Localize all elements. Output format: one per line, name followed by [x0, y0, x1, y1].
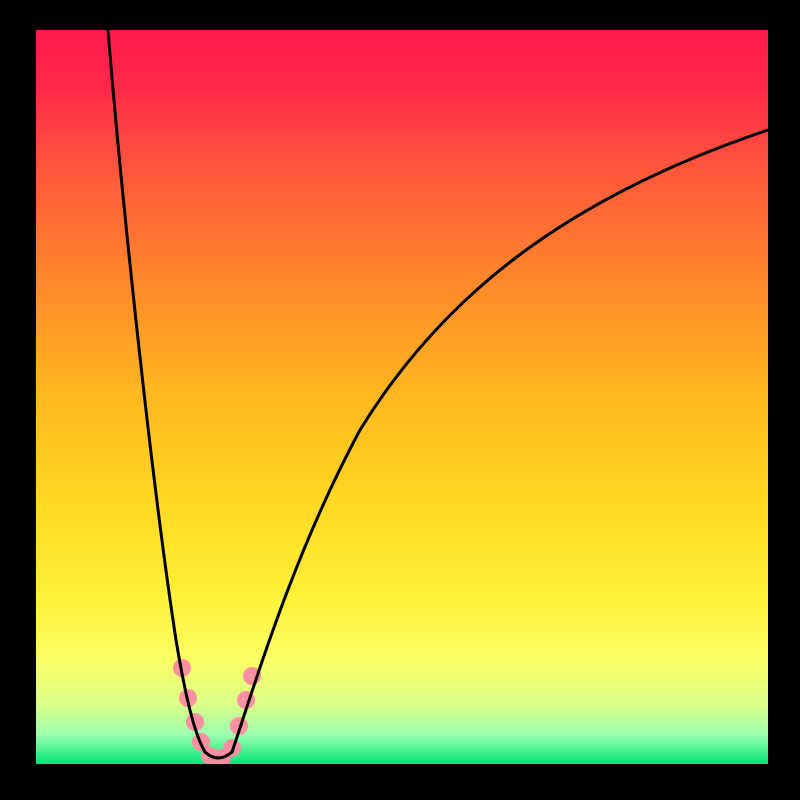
curve-overlay-svg — [0, 0, 800, 800]
trough-marker-group — [173, 659, 261, 767]
chart-stage: TheBottlenecker.com — [0, 0, 800, 800]
watermark-text: TheBottlenecker.com — [582, 4, 792, 30]
right-curve — [232, 130, 768, 752]
left-curve — [108, 30, 205, 752]
